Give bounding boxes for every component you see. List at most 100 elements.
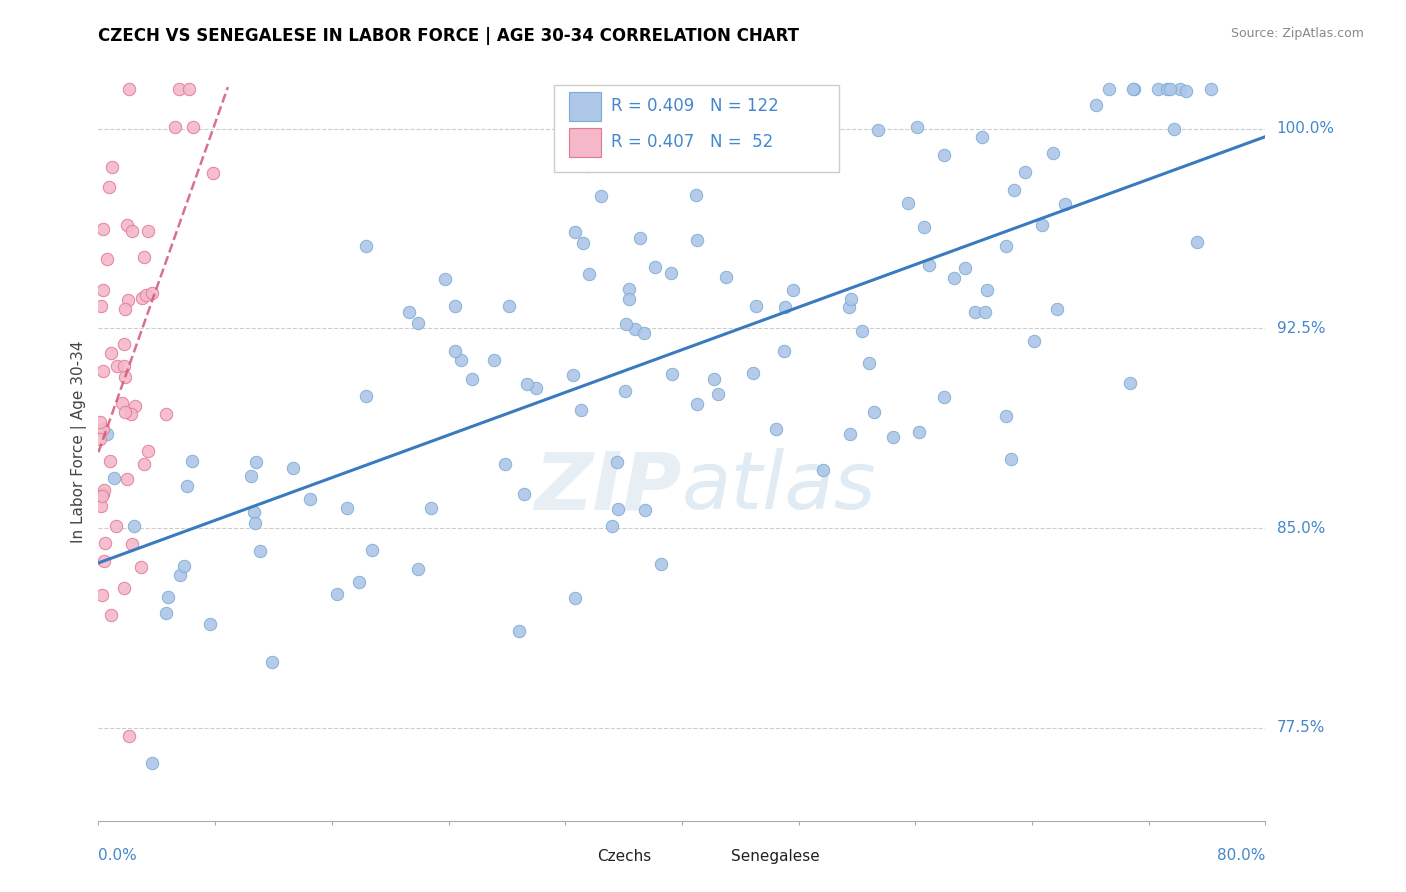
Text: atlas: atlas [682,448,877,526]
Point [606,502,628,516]
Point [281,461,304,475]
Point [131,291,153,305]
FancyBboxPatch shape [565,845,591,868]
Point [934,390,956,404]
Point [136,224,159,238]
Point [862,405,884,419]
Point [96,252,118,266]
Text: R = 0.409   N = 122: R = 0.409 N = 122 [610,96,779,115]
Point [93,554,115,568]
Point [93,422,115,436]
Point [1046,301,1069,316]
Point [1122,82,1144,96]
Point [932,148,955,162]
Point [90,499,112,513]
Point [839,427,862,442]
Point [1084,98,1107,112]
Point [91,283,114,297]
Point [995,239,1018,253]
Point [155,407,177,421]
Point [198,617,221,632]
Point [1201,82,1223,96]
Point [360,542,382,557]
Point [103,471,125,485]
Point [134,457,156,471]
Text: 85.0%: 85.0% [1277,521,1324,535]
Point [115,218,138,232]
Point [124,399,146,413]
Point [112,582,135,596]
FancyBboxPatch shape [554,85,839,172]
Point [513,487,536,501]
Point [114,301,136,316]
Point [918,258,941,272]
Point [908,425,931,439]
Point [564,225,586,239]
Point [1024,334,1046,348]
Point [336,501,359,516]
Point [112,337,135,351]
Point [1119,376,1142,391]
Text: 80.0%: 80.0% [1218,848,1265,863]
Point [249,544,271,558]
FancyBboxPatch shape [568,92,602,120]
Point [744,299,766,313]
Point [326,587,349,601]
Point [572,235,595,250]
Point [91,364,114,378]
FancyBboxPatch shape [699,845,725,868]
Point [181,120,204,134]
Point [1147,82,1170,96]
Point [650,557,672,571]
Point [897,195,920,210]
Point [1098,82,1121,96]
Text: R = 0.407   N =  52: R = 0.407 N = 52 [610,133,773,151]
Point [121,224,143,238]
Point [516,376,538,391]
Point [243,505,266,519]
Point [98,180,121,194]
Point [970,129,993,144]
Point [169,568,191,582]
Text: ZIP: ZIP [534,448,682,526]
Point [634,503,657,517]
Point [177,82,200,96]
Point [134,250,156,264]
Point [591,188,613,202]
Point [943,271,966,285]
Point [114,405,136,419]
Point [688,100,710,114]
Text: 77.5%: 77.5% [1277,720,1324,735]
Point [714,269,737,284]
Point [100,346,122,360]
Point [262,655,284,669]
Point [114,370,136,384]
Point [963,305,986,319]
Point [1168,82,1191,96]
Point [1163,122,1185,136]
Point [1123,82,1146,96]
Point [101,161,124,175]
Point [686,233,709,247]
Point [1174,84,1197,98]
Point [561,368,583,383]
Point [100,607,122,622]
Point [443,299,465,313]
Point [616,318,638,332]
Point [89,432,111,446]
Point [1185,235,1208,249]
Point [93,487,115,501]
Point [685,187,707,202]
Point [202,166,225,180]
Point [659,266,682,280]
Point [245,454,267,468]
Text: CZECH VS SENEGALESE IN LABOR FORCE | AGE 30-34 CORRELATION CHART: CZECH VS SENEGALESE IN LABOR FORCE | AGE… [98,27,800,45]
Y-axis label: In Labor Force | Age 30-34: In Labor Force | Age 30-34 [72,340,87,543]
Point [851,324,873,338]
Point [1014,165,1036,179]
Point [742,366,765,380]
Point [157,590,180,604]
Point [450,352,472,367]
Point [408,316,430,330]
Point [613,384,636,399]
